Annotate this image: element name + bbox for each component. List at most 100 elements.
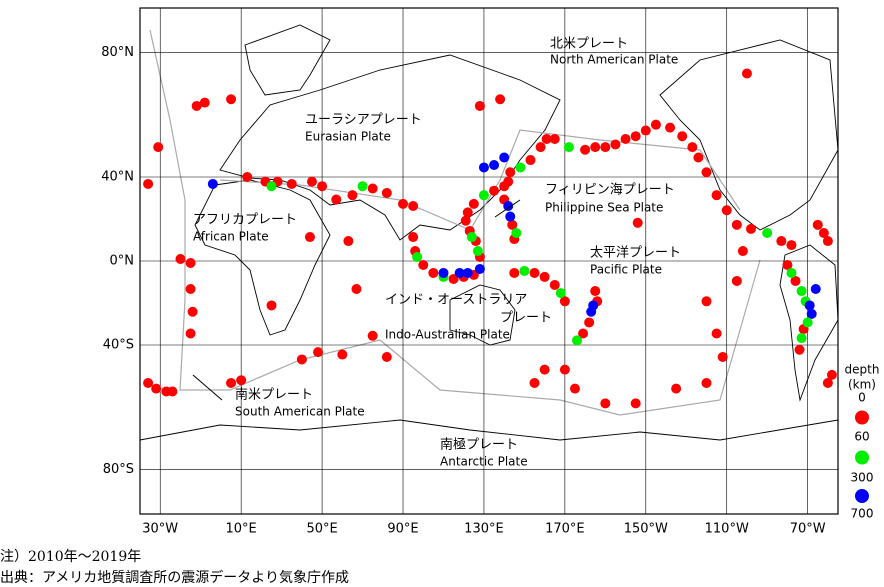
earthquake bbox=[478, 190, 489, 201]
earthquake bbox=[794, 344, 805, 355]
earthquake bbox=[590, 286, 601, 297]
pointer-line bbox=[192, 374, 223, 401]
earthquake bbox=[398, 198, 409, 209]
earthquake bbox=[495, 94, 506, 105]
earthquake bbox=[143, 377, 154, 388]
plate-label: インド・オーストラリア bbox=[385, 293, 527, 308]
earthquake bbox=[822, 236, 833, 247]
y-tick-label: 40°S bbox=[103, 338, 134, 353]
legend-level: 60 bbox=[854, 430, 869, 444]
earthquake bbox=[539, 271, 550, 282]
earthquake bbox=[381, 351, 392, 362]
x-tick-label: 170°E bbox=[545, 522, 585, 537]
earthquake bbox=[776, 236, 787, 247]
earthquake bbox=[822, 377, 833, 388]
australia bbox=[449, 284, 516, 346]
earthquake bbox=[721, 205, 732, 216]
earthquake bbox=[818, 227, 829, 238]
earthquake bbox=[650, 119, 661, 130]
earthquake bbox=[600, 142, 611, 153]
earthquake bbox=[671, 383, 682, 394]
earthquake bbox=[711, 328, 722, 339]
legend-level: 0 bbox=[858, 391, 866, 405]
earthquake bbox=[529, 377, 540, 388]
x-tick-label: 30°W bbox=[142, 522, 178, 537]
earthquake bbox=[207, 178, 218, 189]
plate-label: プレート bbox=[500, 311, 552, 326]
earthquake bbox=[167, 386, 178, 397]
earthquake bbox=[559, 296, 570, 307]
earthquake bbox=[351, 284, 362, 295]
earthquake bbox=[462, 267, 473, 278]
earthquake bbox=[731, 219, 742, 230]
plate-label: Antarctic Plate bbox=[440, 455, 528, 469]
earthquake bbox=[185, 284, 196, 295]
plate-label: Indo-Australian Plate bbox=[385, 328, 510, 342]
earthquake bbox=[640, 125, 651, 136]
plate-label: Philippine Sea Plate bbox=[545, 201, 663, 215]
earthquake bbox=[559, 364, 570, 375]
x-tick-label: 90°E bbox=[387, 522, 418, 537]
earthquake bbox=[701, 377, 712, 388]
grid bbox=[140, 8, 838, 514]
earthquake bbox=[185, 328, 196, 339]
earthquake bbox=[701, 167, 712, 178]
eurasia bbox=[219, 54, 561, 241]
earthquake bbox=[499, 152, 510, 163]
earthquake bbox=[541, 134, 552, 145]
earthquake bbox=[790, 275, 801, 286]
earthquake bbox=[143, 178, 154, 189]
x-tick-label: 130°E bbox=[464, 522, 504, 537]
x-tick-label: 150°W bbox=[624, 522, 668, 537]
earthquake bbox=[632, 217, 643, 228]
legend-level: 700 bbox=[851, 507, 874, 521]
earthquake bbox=[737, 246, 748, 257]
earthquake bbox=[367, 330, 378, 341]
plate-boundary bbox=[149, 29, 761, 416]
earthquake bbox=[711, 190, 722, 201]
earthquake bbox=[509, 267, 520, 278]
legend-title: (km) bbox=[848, 378, 876, 392]
plate-boundaries bbox=[149, 29, 761, 416]
earthquake bbox=[578, 328, 589, 339]
earthquake bbox=[549, 279, 560, 290]
earthquake bbox=[412, 252, 423, 263]
earthquake bbox=[746, 223, 757, 234]
earthquake bbox=[693, 152, 704, 163]
earthquake bbox=[677, 131, 688, 142]
earthquake bbox=[191, 100, 202, 111]
earthquake bbox=[266, 181, 277, 192]
earthquake bbox=[826, 369, 837, 380]
earthquake bbox=[462, 207, 473, 218]
earthquake bbox=[151, 383, 162, 394]
earthquake bbox=[472, 246, 483, 257]
earthquake bbox=[515, 162, 526, 173]
earthquake bbox=[569, 383, 580, 394]
earthquake bbox=[408, 232, 419, 243]
plate-label: South American Plate bbox=[235, 405, 365, 419]
earthquake bbox=[586, 306, 597, 317]
earthquake bbox=[539, 364, 550, 375]
note: 注）2010年～2019年 bbox=[0, 549, 141, 565]
plate-labels: 北米プレート North American Plate ユーラシアプレート Eu… bbox=[193, 37, 681, 469]
earthquake bbox=[782, 259, 793, 270]
earthquake bbox=[236, 375, 247, 386]
y-tick-label: 40°N bbox=[101, 169, 134, 184]
earthquake bbox=[796, 333, 807, 344]
earthquake bbox=[199, 97, 210, 108]
earthquake bbox=[507, 219, 518, 230]
earthquake bbox=[810, 284, 821, 295]
y-tick-label: 80°S bbox=[103, 462, 134, 477]
earthquake bbox=[343, 236, 354, 247]
legend-swatch bbox=[855, 410, 869, 425]
legend-swatch bbox=[855, 489, 869, 503]
earthquake bbox=[535, 142, 546, 153]
earthquake bbox=[549, 134, 560, 145]
earthquake bbox=[489, 185, 500, 196]
plate-label: 北米プレート bbox=[550, 37, 628, 52]
earthquake bbox=[242, 171, 253, 182]
legend-level: 300 bbox=[851, 471, 874, 485]
earthquake bbox=[381, 187, 392, 198]
earthquake bbox=[580, 144, 591, 155]
